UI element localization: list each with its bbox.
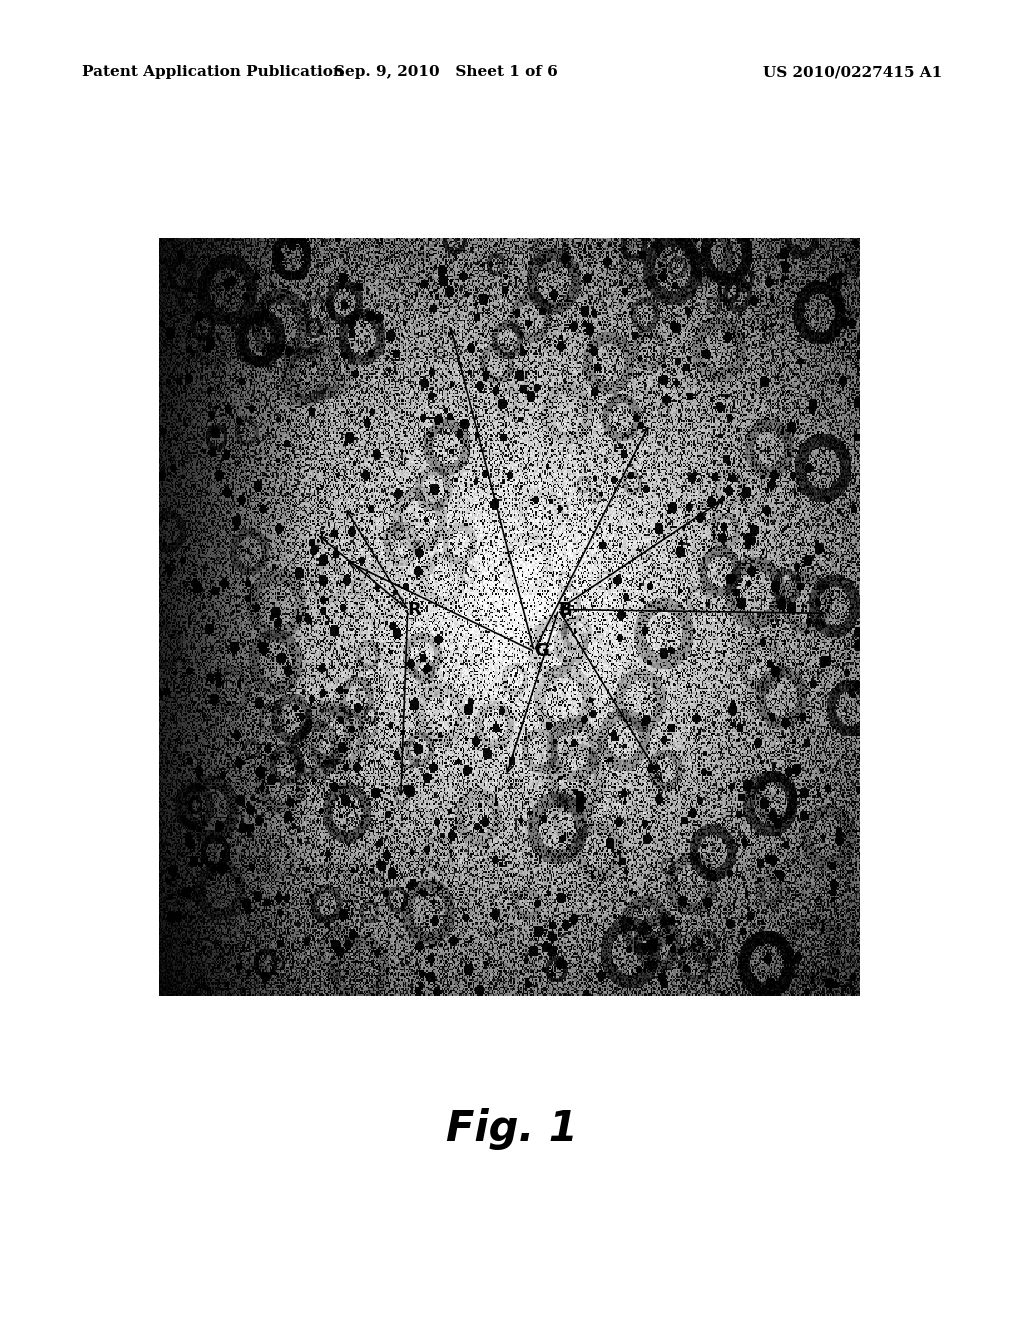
Text: B: B	[558, 601, 572, 619]
Text: R: R	[408, 601, 422, 619]
Text: US 2010/0227415 A1: US 2010/0227415 A1	[763, 65, 942, 79]
Text: Fig. 1: Fig. 1	[446, 1107, 578, 1150]
Text: Patent Application Publication: Patent Application Publication	[82, 65, 344, 79]
Text: Sep. 9, 2010   Sheet 1 of 6: Sep. 9, 2010 Sheet 1 of 6	[334, 65, 557, 79]
Text: G: G	[534, 643, 549, 660]
